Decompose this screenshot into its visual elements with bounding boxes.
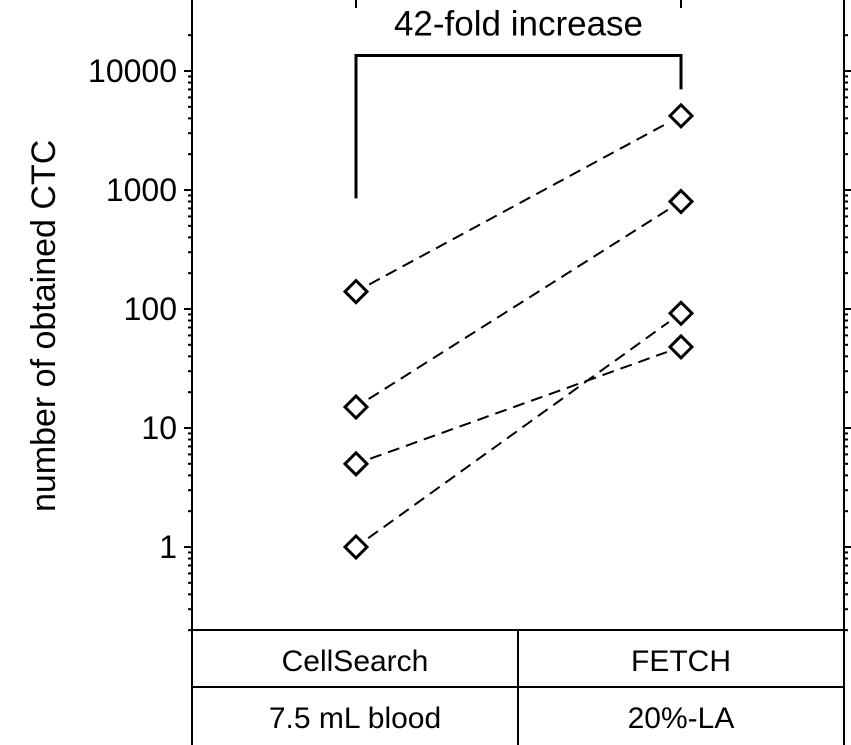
series-1-marker-fetch	[667, 188, 695, 215]
plot-frame	[191, 0, 845, 631]
y-tick-label: 10000	[88, 53, 177, 89]
fold-annotation: 42-fold increase	[354, 4, 683, 199]
data-markers	[342, 102, 695, 561]
category-label-cellsearch: CellSearch	[282, 645, 429, 678]
series-1-marker-cellsearch	[342, 393, 370, 421]
annotation-bracket	[354, 53, 683, 199]
series-2-marker-fetch	[667, 333, 695, 361]
category-sublabel-cellsearch: 7.5 mL blood	[269, 702, 441, 735]
y-tick-label: 1	[159, 529, 177, 565]
series-3-marker-fetch	[667, 300, 695, 327]
y-axis-label: number of obtained CTC	[25, 140, 63, 512]
series-3-connector	[367, 321, 670, 540]
series-1-connector	[368, 208, 669, 400]
category-table: CellSearch FETCH 7.5 mL blood 20%-LA	[191, 630, 845, 745]
series-3-marker-cellsearch	[342, 533, 370, 561]
y-tick-label: 10	[141, 410, 177, 446]
annotation-label: 42-fold increase	[394, 4, 643, 43]
series-2-connector	[369, 351, 668, 460]
series-0-marker-cellsearch	[342, 278, 370, 305]
series-0-connector	[368, 122, 669, 286]
category-sublabel-fetch: 20%-LA	[628, 702, 735, 735]
y-tick-label: 1000	[106, 172, 177, 208]
series-2-marker-cellsearch	[342, 450, 370, 477]
category-label-fetch: FETCH	[631, 645, 731, 678]
y-ticks: 1 10 100 1000 10000	[88, 34, 851, 632]
y-tick-label: 100	[124, 291, 177, 327]
series-0-marker-fetch	[667, 102, 695, 129]
series-connectors	[367, 122, 670, 540]
